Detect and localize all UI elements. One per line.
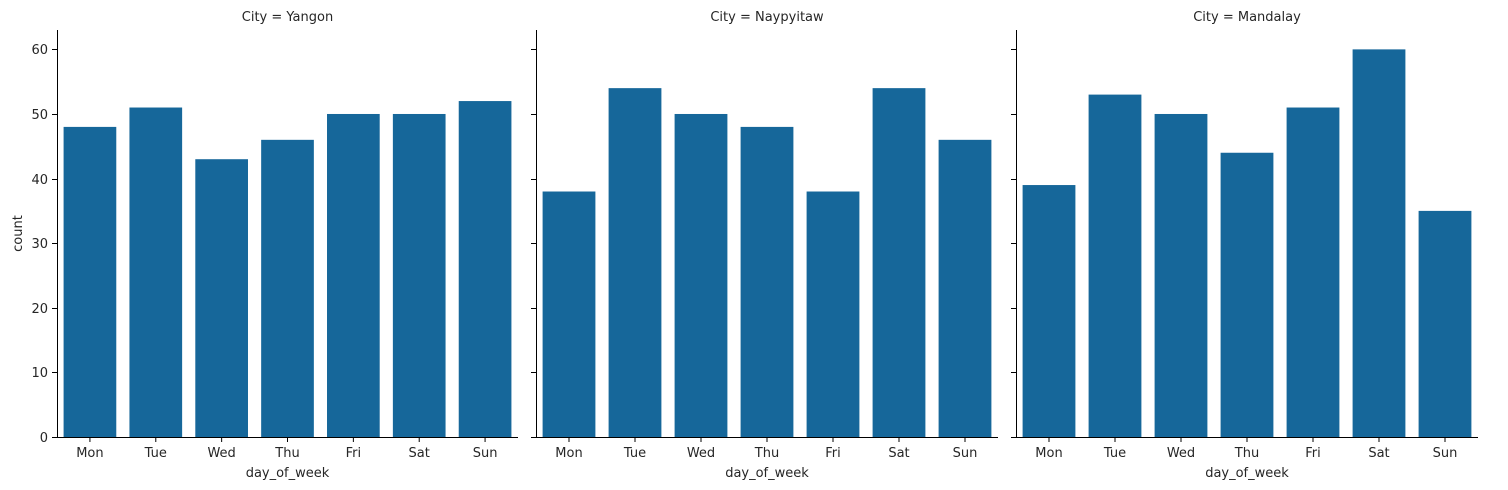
y-tick-label: 60	[31, 43, 48, 58]
bar-yangon-fri	[327, 113, 380, 437]
bar-mandalay-fri	[1286, 107, 1340, 438]
x-tick-label: Mon	[76, 446, 103, 461]
x-tick-label: Mon	[1035, 446, 1062, 461]
x-tick-label: Wed	[1167, 446, 1195, 461]
x-tick-label: Tue	[144, 446, 167, 461]
panel-title: City = Naypyitaw	[710, 10, 824, 25]
x-tick-label: Tue	[1103, 446, 1126, 461]
x-tick-label: Wed	[687, 446, 715, 461]
x-tick-label: Fri	[346, 446, 362, 461]
x-tick-label: Sun	[1433, 446, 1458, 461]
bar-yangon-mon	[63, 126, 117, 438]
x-tick-label: Sat	[888, 446, 909, 461]
bar-yangon-sun	[458, 101, 512, 437]
x-tick-label: Tue	[623, 446, 646, 461]
bar-yangon-thu	[261, 139, 314, 437]
bar-mandalay-thu	[1220, 152, 1274, 437]
panel-title: City = Mandalay	[1193, 10, 1301, 25]
x-axis-label: day_of_week	[1205, 466, 1289, 481]
bar-mandalay-sat	[1352, 49, 1406, 437]
y-tick-label: 20	[31, 302, 48, 317]
bar-naypyitaw-sat	[872, 88, 926, 437]
bar-mandalay-tue	[1088, 94, 1142, 437]
x-tick-label: Thu	[274, 446, 299, 461]
panel-title: City = Yangon	[242, 10, 333, 25]
bar-mandalay-sun	[1418, 210, 1472, 437]
bar-yangon-sat	[392, 113, 446, 437]
bar-naypyitaw-tue	[608, 88, 662, 437]
bar-mandalay-mon	[1022, 185, 1076, 437]
x-tick-label: Sun	[953, 446, 978, 461]
bar-naypyitaw-mon	[542, 191, 596, 437]
y-tick-label: 40	[31, 173, 48, 188]
x-tick-label: Sat	[409, 446, 430, 461]
y-tick-label: 50	[31, 108, 48, 123]
bar-yangon-wed	[195, 159, 248, 437]
bar-naypyitaw-thu	[740, 126, 794, 438]
x-tick-label: Thu	[1234, 446, 1259, 461]
bar-yangon-tue	[129, 107, 183, 438]
y-tick-label: 30	[31, 237, 48, 252]
x-tick-label: Sun	[473, 446, 498, 461]
y-axis-label: count	[11, 215, 26, 252]
x-tick-label: Mon	[555, 446, 582, 461]
y-tick-label: 10	[31, 366, 48, 381]
bar-naypyitaw-wed	[674, 113, 728, 437]
y-tick-label: 0	[40, 431, 48, 446]
bar-mandalay-wed	[1154, 113, 1208, 437]
x-tick-label: Thu	[754, 446, 779, 461]
x-tick-label: Wed	[207, 446, 235, 461]
x-axis-label: day_of_week	[246, 466, 330, 481]
x-axis-label: day_of_week	[725, 466, 809, 481]
bar-naypyitaw-fri	[806, 191, 860, 437]
x-tick-label: Sat	[1368, 446, 1389, 461]
x-tick-label: Fri	[1305, 446, 1321, 461]
x-tick-label: Fri	[825, 446, 841, 461]
bar-naypyitaw-sun	[938, 139, 992, 437]
